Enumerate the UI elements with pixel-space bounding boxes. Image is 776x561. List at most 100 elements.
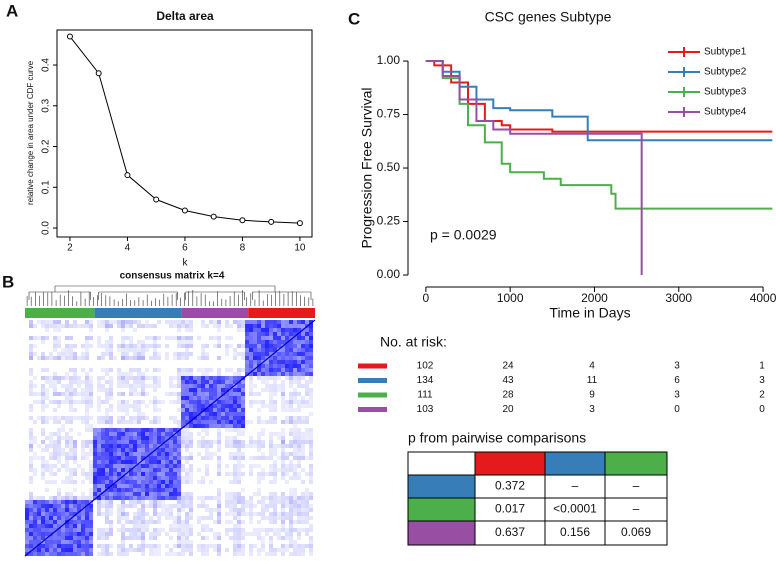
heatmap-cell [149,536,153,540]
heatmap-cell [301,440,305,444]
heatmap-cell [129,532,133,536]
heatmap-cell [289,536,293,540]
heatmap-cell [209,424,213,428]
heatmap-cell [157,480,161,484]
heatmap-cell [101,420,105,424]
heatmap-cell [201,388,205,392]
heatmap-cell [217,440,221,444]
heatmap-cell [245,420,249,424]
heatmap-cell [125,444,129,448]
heatmap-cell [285,464,289,468]
heatmap-cell [53,532,57,536]
heatmap-cell [141,348,145,352]
heatmap-cell [145,484,149,488]
heatmap-cell [65,528,69,532]
heatmap-cell [109,352,113,356]
heatmap-cell [105,448,109,452]
heatmap-cell [209,384,213,388]
heatmap-cell [105,532,109,536]
heatmap-cell [285,360,289,364]
heatmap-cell [289,468,293,472]
heatmap-cell [109,408,113,412]
heatmap-cell [217,460,221,464]
heatmap-cell [177,352,181,356]
heatmap-cell [293,432,297,436]
heatmap-cell [49,376,53,380]
heatmap-cell [161,440,165,444]
heatmap-cell [105,400,109,404]
heatmap-cell [217,400,221,404]
heatmap-cell [293,320,297,324]
heatmap-cell [305,380,309,384]
heatmap-cell [165,552,169,556]
heatmap-cell [57,404,61,408]
heatmap-cell [121,372,125,376]
heatmap-cell [57,488,61,492]
heatmap-cell [277,528,281,532]
heatmap-cell [133,532,137,536]
heatmap-cell [69,496,73,500]
heatmap-cell [137,412,141,416]
heatmap-cell [101,452,105,456]
heatmap-cell [137,380,141,384]
heatmap-cell [121,408,125,412]
heatmap-cell [305,432,309,436]
heatmap-cell [289,500,293,504]
heatmap-cell [85,352,89,356]
heatmap-cell [293,500,297,504]
heatmap-cell [57,432,61,436]
heatmap-cell [89,328,93,332]
heatmap-cell [161,484,165,488]
heatmap-cell [297,368,301,372]
heatmap-cell [109,404,113,408]
heatmap-cell [225,408,229,412]
x-tick-label: 4 [125,243,131,254]
heatmap-cell [261,536,265,540]
heatmap-cell [205,544,209,548]
heatmap-cell [185,420,189,424]
heatmap-cell [257,444,261,448]
heatmap-cell [53,344,57,348]
heatmap-cell [165,428,169,432]
heatmap-cell [301,492,305,496]
heatmap-cell [109,492,113,496]
heatmap-cell [101,400,105,404]
heatmap-cell [237,464,241,468]
heatmap-cell [261,544,265,548]
heatmap-cell [157,520,161,524]
heatmap-cell [305,516,309,520]
heatmap-cell [97,544,101,548]
heatmap-cell [101,536,105,540]
heatmap-cell [229,420,233,424]
heatmap-cell [165,464,169,468]
heatmap-cell [153,416,157,420]
heatmap-cell [73,400,77,404]
heatmap-cell [77,540,81,544]
heatmap-cell [209,400,213,404]
heatmap-cell [125,512,129,516]
heatmap-cell [117,472,121,476]
heatmap-cell [121,456,125,460]
heatmap-cell [133,448,137,452]
heatmap-cell [257,476,261,480]
heatmap-cell [189,372,193,376]
heatmap-cell [309,348,313,352]
heatmap-cell [285,356,289,360]
heatmap-cell [261,540,265,544]
heatmap-cell [305,420,309,424]
heatmap-cell [269,364,273,368]
heatmap-cell [49,440,53,444]
heatmap-cell [165,476,169,480]
heatmap-cell [133,476,137,480]
heatmap-cell [161,492,165,496]
heatmap-cell [285,352,289,356]
heatmap-cell [149,440,153,444]
heatmap-cell [241,344,245,348]
heatmap-cell [129,456,133,460]
heatmap-cell [249,496,253,500]
heatmap-cell [117,320,121,324]
heatmap-cell [281,544,285,548]
heatmap-cell [117,376,121,380]
heatmap-cell [269,332,273,336]
